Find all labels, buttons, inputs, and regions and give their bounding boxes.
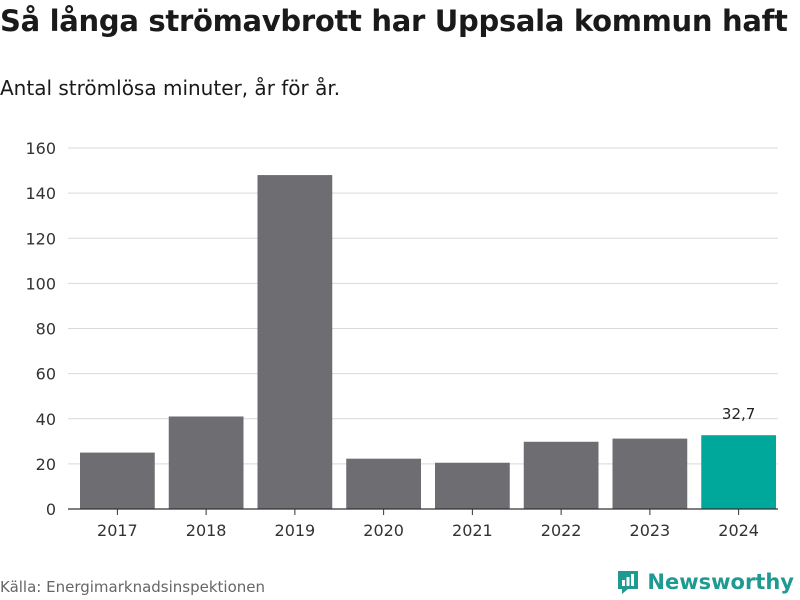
y-tick-label: 0: [46, 500, 56, 519]
x-tick-label: 2021: [452, 521, 493, 540]
bar-2019: [257, 175, 333, 509]
y-tick-label: 160: [25, 139, 56, 158]
gridlines: [68, 147, 778, 465]
x-tick-label: 2024: [718, 521, 759, 540]
y-tick-label: 20: [36, 455, 56, 474]
y-tick-label: 40: [36, 410, 56, 429]
bar-2017: [80, 452, 155, 509]
y-tick-label: 120: [25, 229, 56, 248]
bar-2021: [435, 462, 510, 509]
y-tick-label: 80: [36, 320, 56, 339]
x-tick-label: 2022: [541, 521, 582, 540]
y-tick-label: 140: [25, 184, 56, 203]
bar-2022: [523, 441, 599, 509]
brand-name: Newsworthy: [647, 570, 794, 594]
source-note: Källa: Energimarknadsinspektionen: [0, 578, 266, 596]
x-tick-label: 2019: [275, 521, 316, 540]
x-axis-ticks: 2017 2018 2019 2020 2021 2022 2023 2024: [97, 509, 759, 540]
data-label: 32,7: [722, 405, 755, 423]
brand-logo: Newsworthy: [615, 568, 794, 596]
x-tick-label: 2018: [186, 521, 227, 540]
chart-title: Så långa strömavbrott har Uppsala kommun…: [0, 4, 788, 38]
newsworthy-logo-icon: [618, 571, 639, 594]
bar-2023: [612, 438, 688, 509]
y-tick-label: 100: [25, 274, 56, 293]
x-tick-label: 2023: [630, 521, 671, 540]
bar-2024: [701, 435, 776, 509]
bar-2018: [168, 416, 244, 509]
x-tick-label: 2017: [97, 521, 138, 540]
x-tick-label: 2020: [363, 521, 404, 540]
bar-2020: [346, 458, 421, 509]
bars: [80, 175, 776, 509]
y-axis-ticks: 0 20 40 60 80 100 120 140 160: [25, 139, 56, 519]
y-tick-label: 60: [36, 365, 56, 384]
chart-subtitle: Antal strömlösa minuter, år för år.: [0, 76, 341, 100]
data-labels: 32,7: [722, 405, 755, 423]
